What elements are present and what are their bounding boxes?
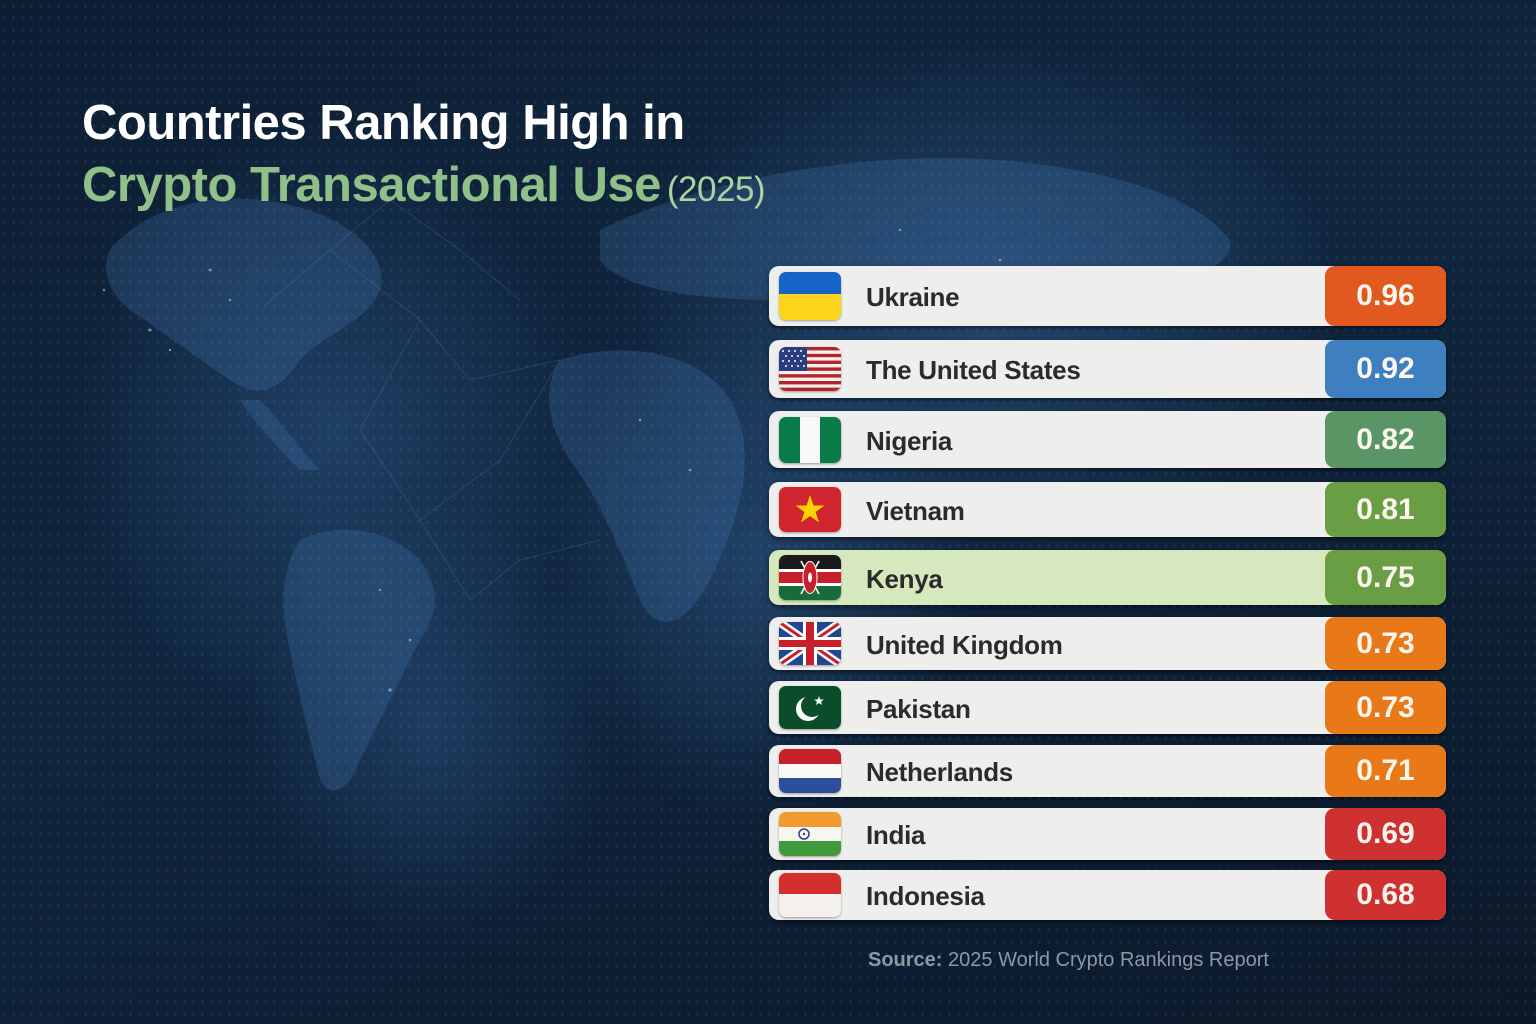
country-name: The United States	[866, 355, 1081, 385]
ranking-row-vietnam: Vietnam 0.81	[769, 482, 1446, 537]
flag-netherlands-icon	[779, 749, 841, 793]
flag-usa-icon	[779, 347, 841, 391]
flag-uk-icon	[779, 622, 841, 665]
ranking-row-nigeria: Nigeria 0.82	[769, 411, 1446, 468]
source-label: Source:	[868, 949, 943, 971]
ranking-row-ukraine: Ukraine 0.96	[769, 266, 1446, 326]
flag-india-icon	[779, 812, 841, 856]
ranking-row-indonesia: Indonesia 0.68	[769, 870, 1446, 920]
flag-indonesia-icon	[779, 873, 841, 917]
flag-ukraine-icon	[779, 272, 841, 320]
source-note: Source: 2025 World Crypto Rankings Repor…	[868, 949, 1269, 972]
score-badge: 0.96	[1325, 266, 1446, 326]
country-name: Vietnam	[866, 496, 965, 526]
title-year: (2025)	[666, 170, 766, 209]
title-line-2-text: Crypto Transactional Use	[82, 158, 661, 212]
flag-vietnam-icon	[779, 487, 841, 532]
ranking-row-kenya: Kenya 0.75	[769, 550, 1446, 605]
country-name: Ukraine	[866, 282, 960, 312]
score-badge: 0.73	[1325, 681, 1446, 734]
score-badge: 0.68	[1325, 870, 1446, 920]
score-badge: 0.82	[1325, 411, 1446, 468]
country-name: Pakistan	[866, 694, 971, 724]
flag-kenya-icon	[779, 555, 841, 600]
ranking-row-netherlands: Netherlands 0.71	[769, 745, 1446, 797]
title-line-1: Countries Ranking High in	[82, 96, 685, 150]
country-name: India	[866, 820, 926, 850]
score-badge: 0.92	[1325, 340, 1446, 398]
country-name: Indonesia	[866, 881, 985, 911]
page-title: Countries Ranking High in Crypto Transac…	[82, 92, 766, 221]
score-badge: 0.81	[1325, 482, 1446, 537]
country-name: Kenya	[866, 564, 943, 594]
score-badge: 0.75	[1325, 550, 1446, 605]
flag-nigeria-icon	[779, 417, 841, 463]
ranking-row-united-kingdom: United Kingdom 0.73	[769, 617, 1446, 670]
country-name: United Kingdom	[866, 630, 1063, 660]
score-badge: 0.69	[1325, 808, 1446, 860]
country-name: Nigeria	[866, 426, 953, 456]
country-name: Netherlands	[866, 757, 1013, 787]
ranking-row-pakistan: Pakistan 0.73	[769, 681, 1446, 734]
flag-pakistan-icon	[779, 686, 841, 729]
score-badge: 0.73	[1325, 617, 1446, 670]
title-line-2: Crypto Transactional Use (2025)	[82, 154, 766, 221]
ranking-row-united-states: The United States 0.92	[769, 340, 1446, 398]
source-text: 2025 World Crypto Rankings Report	[948, 949, 1269, 971]
score-badge: 0.71	[1325, 745, 1446, 797]
ranking-row-india: India 0.69	[769, 808, 1446, 860]
